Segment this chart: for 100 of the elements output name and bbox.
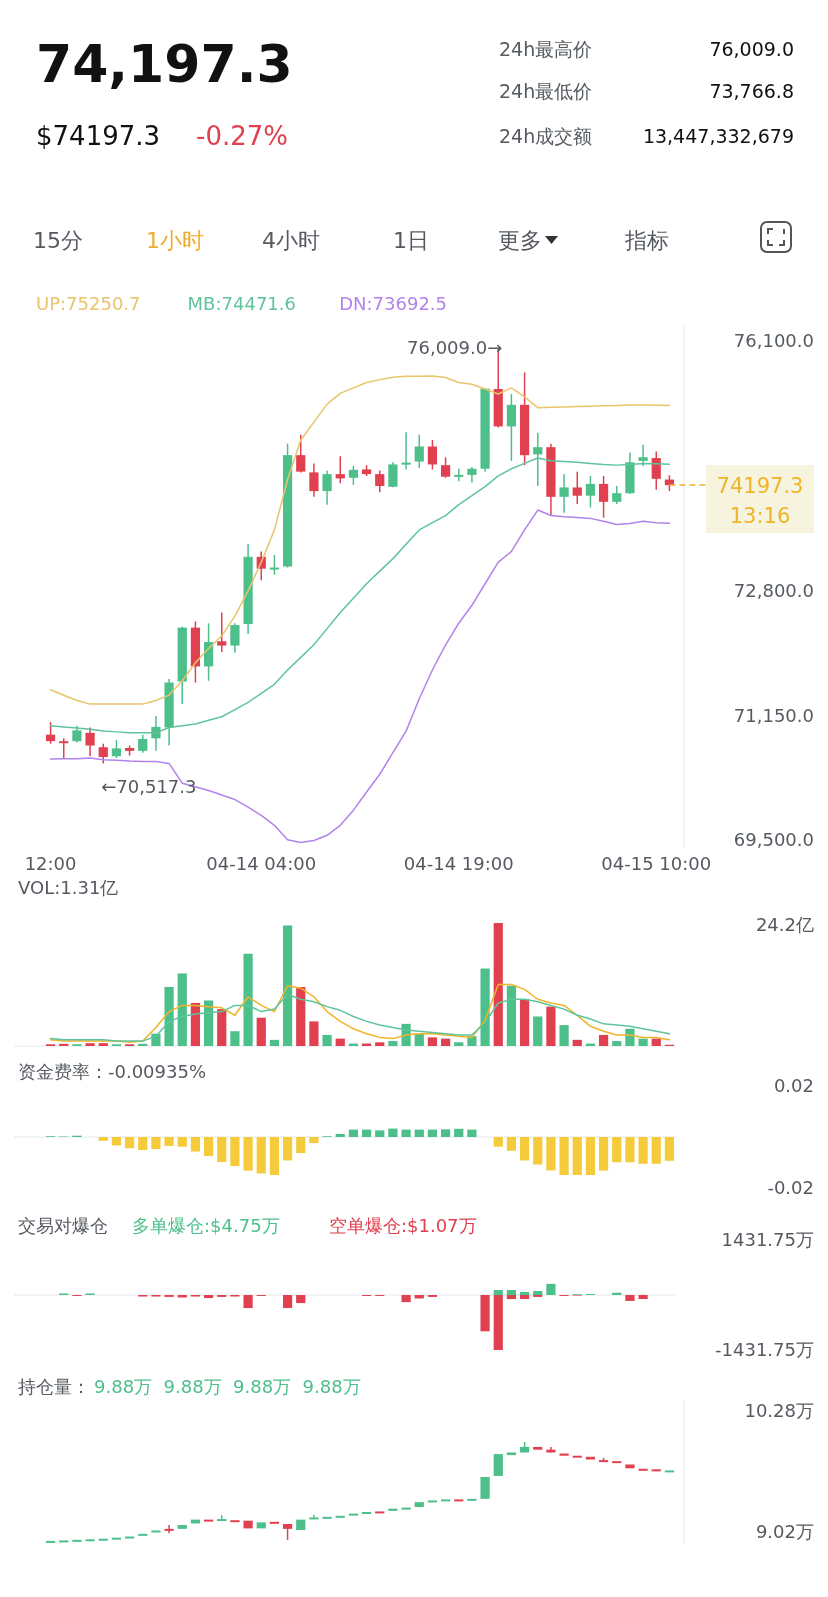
bar — [388, 1041, 398, 1046]
text: 76,009.0 — [709, 38, 794, 60]
bar — [124, 1137, 135, 1149]
candlestick — [506, 393, 517, 462]
candlestick — [375, 469, 385, 493]
candlestick — [427, 439, 438, 471]
candlestick — [572, 470, 582, 505]
candlestick — [269, 554, 280, 576]
candlestick — [217, 1514, 227, 1522]
candlestick — [598, 475, 609, 519]
bar — [638, 1137, 648, 1164]
bar — [440, 1038, 451, 1046]
candlestick — [533, 1446, 543, 1450]
bar — [638, 1038, 648, 1046]
candlestick — [401, 1507, 411, 1510]
bar — [296, 986, 306, 1046]
candlestick — [59, 737, 69, 759]
text: 24h最低价 — [499, 80, 593, 102]
bar — [203, 1000, 214, 1046]
bar — [480, 968, 490, 1046]
bar — [203, 1295, 214, 1299]
text: 74,197.3 — [36, 34, 293, 94]
chart-title: 交易对爆仓 — [18, 1215, 108, 1236]
candlestick — [217, 611, 227, 653]
bar — [546, 1006, 556, 1046]
bar — [519, 1291, 530, 1295]
y-tick-label: 71,150.0 — [733, 704, 814, 726]
candlestick — [440, 1499, 451, 1502]
candlestick — [203, 1519, 214, 1522]
x-tick-label: 12:00 — [24, 853, 77, 874]
bar — [375, 1042, 385, 1046]
candlestick — [664, 1470, 675, 1473]
candlestick — [111, 1537, 122, 1540]
bar — [217, 1009, 227, 1046]
bar — [519, 1137, 530, 1161]
candlestick — [85, 1539, 95, 1542]
candlestick — [467, 1498, 477, 1501]
bar — [243, 1137, 253, 1171]
bar — [559, 1137, 569, 1175]
bar — [309, 1021, 319, 1046]
candlestick — [651, 1469, 661, 1472]
candlestick — [296, 1519, 306, 1531]
candlestick — [427, 1500, 438, 1503]
bar — [348, 1129, 359, 1137]
annotation: ←70,517.3 — [101, 776, 197, 798]
bar — [361, 1129, 372, 1137]
y-tick-label: 9.02万 — [755, 1520, 814, 1542]
candlestick — [335, 1515, 345, 1518]
text: DN:73692.5 — [339, 293, 448, 314]
bar — [269, 1039, 280, 1046]
candlestick — [45, 721, 56, 745]
bar — [598, 1137, 609, 1171]
x-tick-label: 04-14 19:00 — [403, 853, 514, 874]
text: 1小时 — [146, 228, 204, 253]
bar — [572, 1137, 582, 1175]
candlestick — [375, 1511, 385, 1514]
bar — [651, 1038, 661, 1046]
bar — [454, 1042, 464, 1046]
bar — [256, 1137, 266, 1174]
candlestick — [612, 1461, 622, 1464]
bar — [625, 1295, 635, 1301]
candlestick — [401, 431, 411, 471]
candlestick — [138, 733, 148, 754]
candlestick — [348, 1513, 359, 1516]
bar — [401, 1129, 411, 1137]
text: 4小时 — [262, 228, 320, 253]
candlestick — [85, 726, 95, 757]
candlestick — [480, 1476, 490, 1499]
bar — [506, 1295, 517, 1300]
bar — [98, 1043, 108, 1046]
annotation: 76,009.0→ — [407, 337, 503, 359]
bar — [533, 1137, 543, 1165]
text: MB:74471.6 — [187, 293, 296, 314]
candlestick — [322, 1516, 332, 1519]
y-tick-label: -1431.75万 — [715, 1339, 814, 1360]
text: 空单爆仓:$1.07万 — [328, 1215, 477, 1236]
candlestick — [348, 465, 359, 486]
bar — [546, 1137, 556, 1171]
candlestick — [533, 432, 543, 487]
bar — [190, 1002, 201, 1046]
bar — [282, 1137, 293, 1161]
chart-title: 持仓量： — [18, 1376, 90, 1397]
text: -0.27% — [196, 121, 288, 151]
bar — [296, 1295, 306, 1304]
text: 15分 — [33, 228, 83, 253]
candlestick — [559, 1453, 569, 1456]
candlestick — [414, 1502, 424, 1508]
bar — [203, 1137, 214, 1157]
bar — [177, 973, 187, 1046]
candlestick — [256, 1522, 266, 1529]
candlestick — [585, 1456, 596, 1460]
bar — [177, 1137, 187, 1147]
candlestick — [612, 485, 622, 505]
bar — [467, 1129, 477, 1137]
candlestick — [98, 742, 108, 765]
y-tick-label: 72,800.0 — [733, 579, 814, 601]
y-tick-label: 69,500.0 — [733, 829, 814, 851]
text: 多单爆仓:$4.75万 — [132, 1215, 280, 1236]
bar — [546, 1283, 556, 1295]
bar — [98, 1137, 108, 1141]
